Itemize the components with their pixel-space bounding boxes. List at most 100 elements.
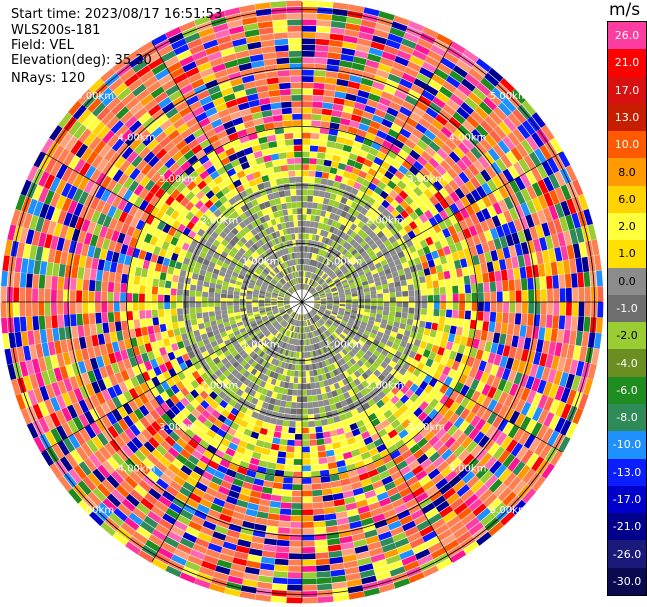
range-gate [342,329,349,335]
range-gate [89,313,96,325]
range-gate [368,93,381,103]
range-gate [316,313,322,318]
range-gate [311,337,316,344]
range-gate [208,287,215,293]
range-gate [526,404,538,419]
range-gate [219,513,232,523]
range-gate [302,547,316,554]
range-gate [471,402,482,415]
range-gate [338,124,349,132]
range-gate [293,471,302,478]
range-gate [400,279,407,287]
range-gate [312,317,317,323]
range-gate [419,213,429,224]
range-gate [264,339,271,346]
range-gate [170,288,177,296]
range-gate [302,145,310,152]
range-gate [320,348,325,355]
range-gate [318,235,324,243]
range-gate [170,525,185,537]
range-gate [265,369,272,377]
range-gate [304,258,307,265]
range-gate [302,584,318,591]
range-gate [114,272,122,283]
range-gate [320,305,326,309]
range-gate [557,356,566,372]
range-gate [480,371,490,384]
range-gate [553,288,560,302]
range-gate [21,258,29,274]
range-gate [331,265,338,271]
range-gate [265,525,279,533]
range-gate [409,537,425,549]
range-gate [444,470,458,483]
range-gate [547,288,554,302]
range-gate [336,352,343,360]
range-gate [423,268,431,276]
range-gate [489,129,502,144]
range-gate [367,278,375,284]
range-gate [450,550,467,563]
range-gate [331,486,343,494]
range-gate [286,597,302,604]
range-gate [388,282,395,289]
range-gate [340,277,347,282]
range-gate [372,480,384,490]
range-gate [245,508,258,517]
range-gate [164,287,171,296]
range-gate [509,290,516,302]
range-gate [485,217,496,230]
range-gate [425,321,432,330]
range-gate [371,329,378,335]
range-gate [393,409,403,419]
range-gate [329,122,340,130]
range-gate [120,522,136,536]
range-gate [507,165,520,180]
range-gate [363,587,380,597]
range-gate [361,364,369,372]
range-gate [243,514,257,523]
range-gate [363,330,371,336]
range-gate [308,252,313,259]
range-gate [107,312,115,323]
range-gate [302,157,310,164]
range-gate [340,322,347,327]
range-gate [251,397,259,405]
range-gate [344,311,351,315]
range-gate [164,302,171,310]
range-gate [396,111,409,123]
range-gate [165,485,179,497]
range-gate [318,310,324,315]
range-gate [145,285,152,295]
range-gate [173,268,181,276]
range-gate [468,498,483,512]
range-gate [314,51,328,58]
range-gate [306,284,310,291]
range-gate [347,469,359,478]
range-gate [382,208,391,218]
range-gate [487,399,498,412]
range-gate [141,326,149,336]
range-gate [179,537,195,549]
range-gate [365,368,373,377]
range-gate [497,378,507,392]
range-gate [560,387,571,403]
range-gate [432,136,445,148]
range-gate [404,66,419,78]
range-gate [381,475,394,486]
range-gate [274,345,280,352]
range-gate [349,358,357,365]
range-gate [329,193,337,201]
range-gate [408,221,418,230]
range-gate [314,527,327,534]
range-gate [521,290,528,302]
range-gate [368,205,377,214]
range-gate [203,554,219,565]
range-gate [389,292,396,298]
range-gate [175,492,189,504]
range-gate [305,358,309,365]
range-gate [440,294,447,302]
range-gate [286,323,291,330]
range-gate [572,243,581,259]
range-gate [289,420,296,428]
